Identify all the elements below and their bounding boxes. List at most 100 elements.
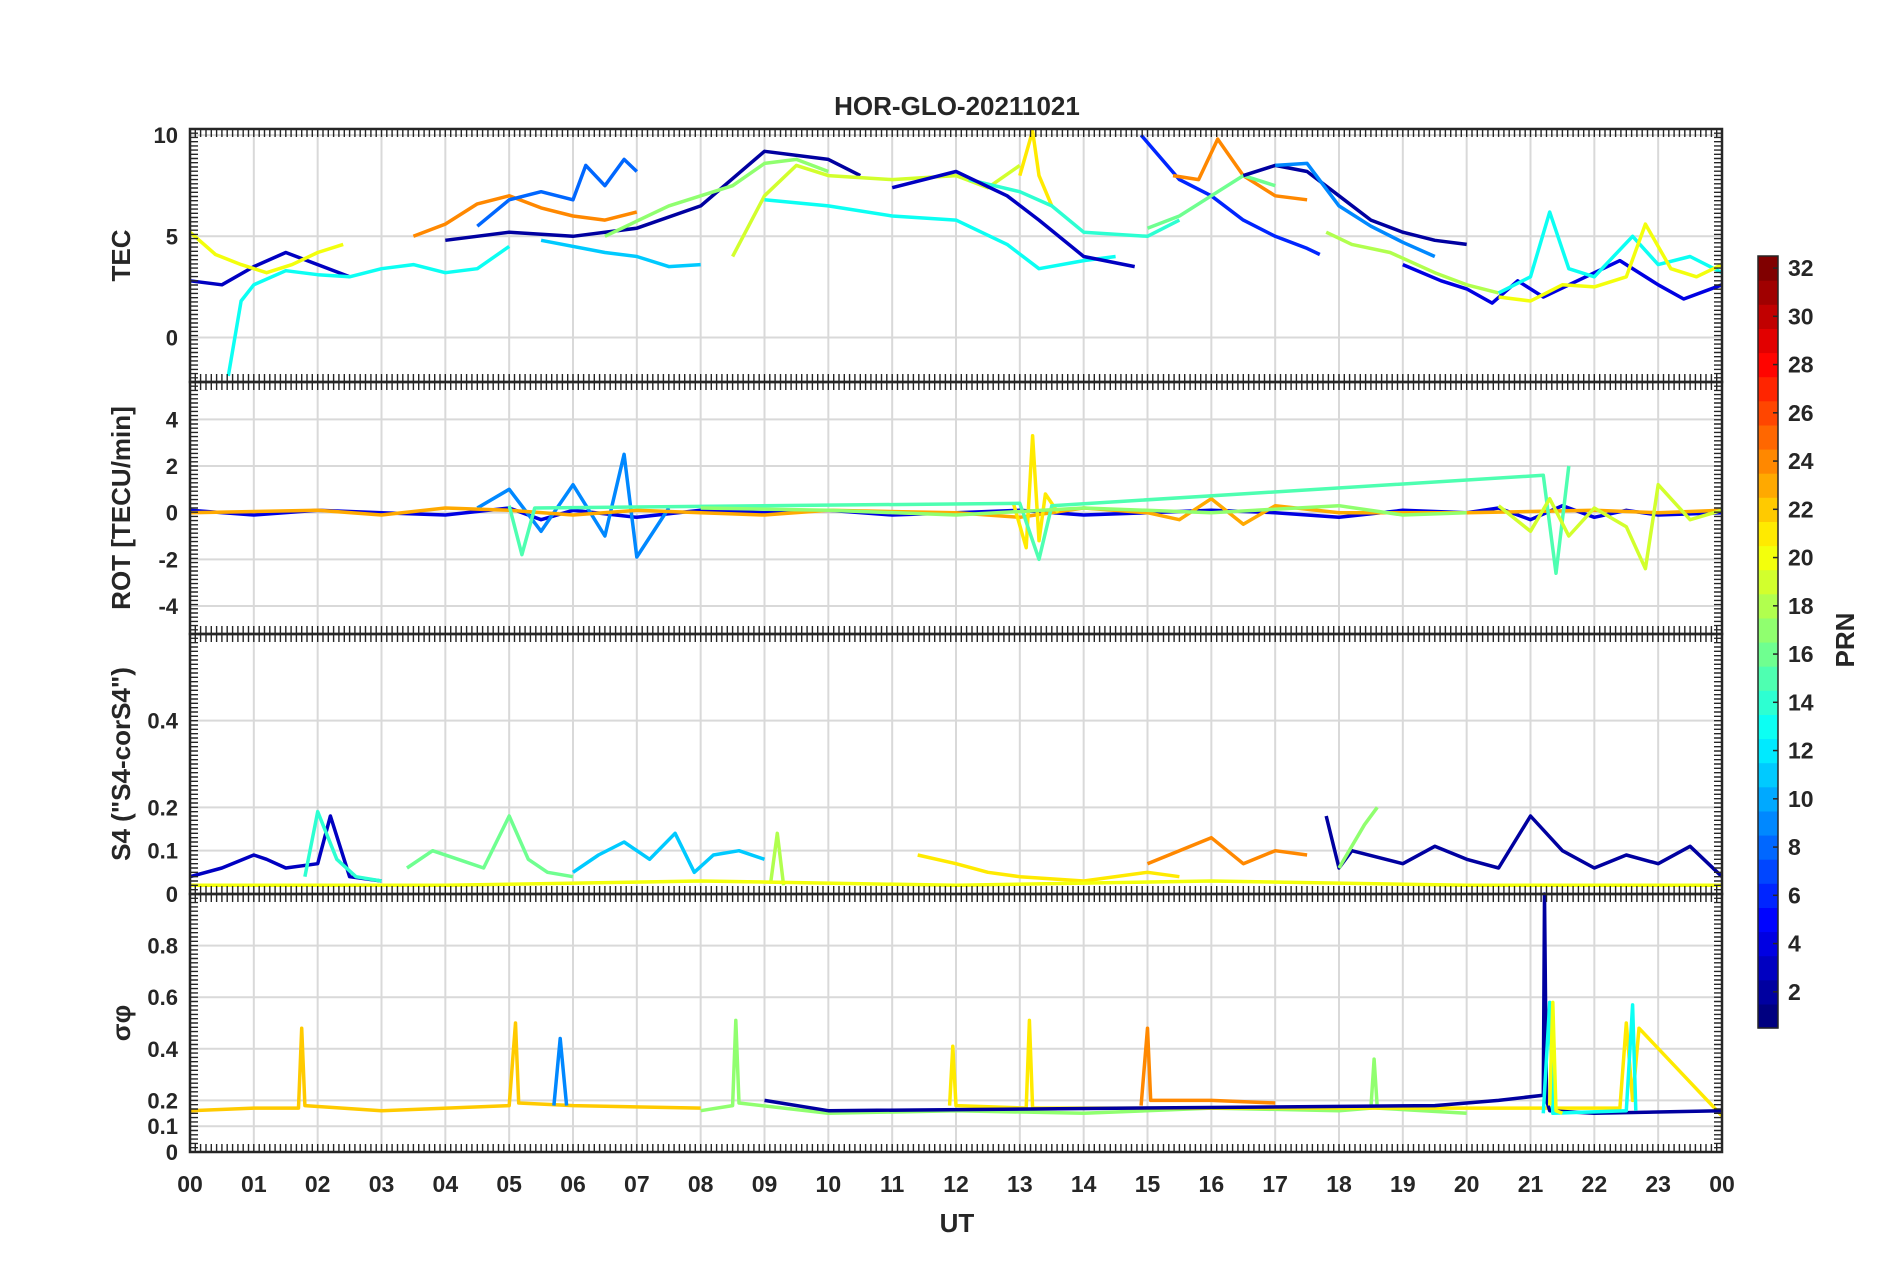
x-tick-label: 20 [1454, 1171, 1480, 1197]
x-tick-label: 00 [177, 1171, 203, 1197]
x-tick-label: 16 [1199, 1171, 1225, 1197]
colorbar-tick-label: 26 [1788, 400, 1814, 426]
colorbar-tick-label: 28 [1788, 352, 1814, 378]
colorbar-segment [1758, 593, 1778, 619]
colorbar-segment [1758, 786, 1778, 812]
y-axis-label: ROT [TECU/min] [106, 406, 136, 610]
panel-rot: -4 -2 0 2 4 ROT [TECU/min] [106, 380, 1724, 636]
colorbar-frame [1757, 255, 1779, 1029]
series-line-prn-24 [1172, 137, 1308, 202]
colorbar-segment [1758, 979, 1778, 1005]
series-line-prn-3 [189, 250, 351, 287]
colorbar-segment [1758, 883, 1778, 908]
series-line-prn-17 [700, 1018, 1467, 1116]
series-line-prn-20 [1498, 222, 1723, 303]
series-line-prn-3 [891, 169, 1136, 269]
x-tick-label: 19 [1390, 1171, 1416, 1197]
series-line-prn-2 [764, 892, 1723, 1116]
y-tick-label: 0.6 [147, 985, 178, 1010]
colorbar-tick-label: 6 [1788, 882, 1801, 908]
series-line-prn-19 [1497, 482, 1723, 571]
series-line-prn-8 [476, 157, 639, 228]
minor-ticks [189, 893, 1723, 1153]
x-axis-label: UT [940, 1208, 975, 1238]
series-line-prn-22 [189, 1021, 701, 1113]
x-tick-label: 23 [1645, 1171, 1671, 1197]
x-tick-label: 12 [943, 1171, 969, 1197]
colorbar-segment [1758, 931, 1778, 957]
series-line-prn-17 [700, 503, 1467, 517]
colorbar-segment [1758, 473, 1778, 498]
series-line-prn-18 [1325, 230, 1500, 295]
series-line-prn-24 [1146, 835, 1308, 866]
x-tick-label: 15 [1135, 1171, 1161, 1197]
colorbar-tick-label: 20 [1788, 545, 1814, 571]
series-line-prn-18 [769, 831, 786, 886]
colorbar-segment [1758, 449, 1778, 474]
x-tick-label: 01 [241, 1171, 267, 1197]
colorbar-segment [1758, 690, 1778, 715]
series-line-prn-2 [1324, 814, 1724, 878]
series-line-prn-16 [1146, 173, 1276, 230]
x-tick-label: 08 [688, 1171, 714, 1197]
series-line-prn-13 [1541, 1000, 1638, 1116]
x-tick-labels: 00 01 02 03 04 05 06 07 08 09 10 11 12 13 14 15 16 17 18 19… [177, 1171, 1735, 1197]
x-tick-label: 07 [624, 1171, 650, 1197]
minor-ticks [189, 633, 1723, 895]
series-line-prn-21 [917, 853, 1180, 883]
colorbar-tick-label: 22 [1788, 496, 1814, 522]
series-line-prn-9 [1275, 161, 1436, 259]
colorbar-segment [1758, 400, 1778, 426]
colorbar-segment [1758, 907, 1778, 933]
x-tick-label: 18 [1326, 1171, 1352, 1197]
x-tick-label: 11 [880, 1171, 905, 1197]
x-tick-label: 00 [1709, 1171, 1735, 1197]
y-tick-label: 10 [154, 123, 178, 148]
colorbar-segment [1758, 810, 1778, 836]
y-axis-label: TEC [106, 229, 136, 281]
series-line-prn-20 [1547, 1000, 1564, 1115]
colorbar-segment [1758, 545, 1778, 571]
series-line-prn-14 [968, 177, 1181, 239]
series-line-prn-9 [476, 452, 671, 559]
y-axis-label: S4 ("S4-corS4") [106, 667, 136, 861]
y-tick-label: 0.8 [147, 934, 178, 959]
colorbar-segment [1758, 280, 1778, 305]
x-tick-label: 06 [560, 1171, 586, 1197]
colorbar-tick-label: 32 [1788, 255, 1814, 281]
colorbar-tick-label: 14 [1788, 689, 1814, 715]
series-line-prn-6 [1139, 133, 1321, 257]
y-tick-label: -4 [158, 594, 178, 619]
series-line-prn-21 [1011, 433, 1060, 550]
y-tick-label: 0 [166, 882, 178, 907]
colorbar-label: PRN [1830, 613, 1860, 668]
colorbar-segment [1758, 497, 1778, 522]
colorbar-segment [1758, 352, 1778, 378]
x-tick-label: 04 [433, 1171, 459, 1197]
colorbar-tick-label: 24 [1788, 448, 1814, 474]
colorbar-segment [1758, 256, 1778, 281]
series-line-prn-24 [1139, 1026, 1276, 1106]
series-line-prn-17 [1337, 806, 1379, 869]
series-line-prn-4 [1402, 258, 1723, 305]
x-tick-label: 05 [496, 1171, 522, 1197]
y-tick-label: 0.4 [147, 1037, 178, 1062]
colorbar-segment [1758, 714, 1778, 740]
colorbar-tick-label: 16 [1788, 641, 1814, 667]
colorbar-tick-label: 2 [1788, 979, 1801, 1005]
series-line-prn-14 [303, 809, 382, 883]
colorbar-segment [1758, 1003, 1778, 1029]
colorbar-segment [1758, 617, 1778, 643]
y-axis-label: σφ [106, 1005, 136, 1041]
colorbar-segment [1758, 328, 1778, 354]
y-tick-label: 0.1 [147, 1114, 178, 1139]
colorbar-tick-label: 30 [1788, 303, 1814, 329]
y-tick-label: 0.1 [147, 839, 178, 864]
y-tick-label: 0.2 [147, 795, 178, 820]
series-line-prn-21 [1018, 129, 1054, 207]
colorbar-segment [1758, 835, 1778, 860]
chart-title: HOR-GLO-20211021 [834, 91, 1080, 121]
series-line-prn-13 [1497, 210, 1723, 295]
colorbar-tick-label: 4 [1788, 931, 1801, 957]
